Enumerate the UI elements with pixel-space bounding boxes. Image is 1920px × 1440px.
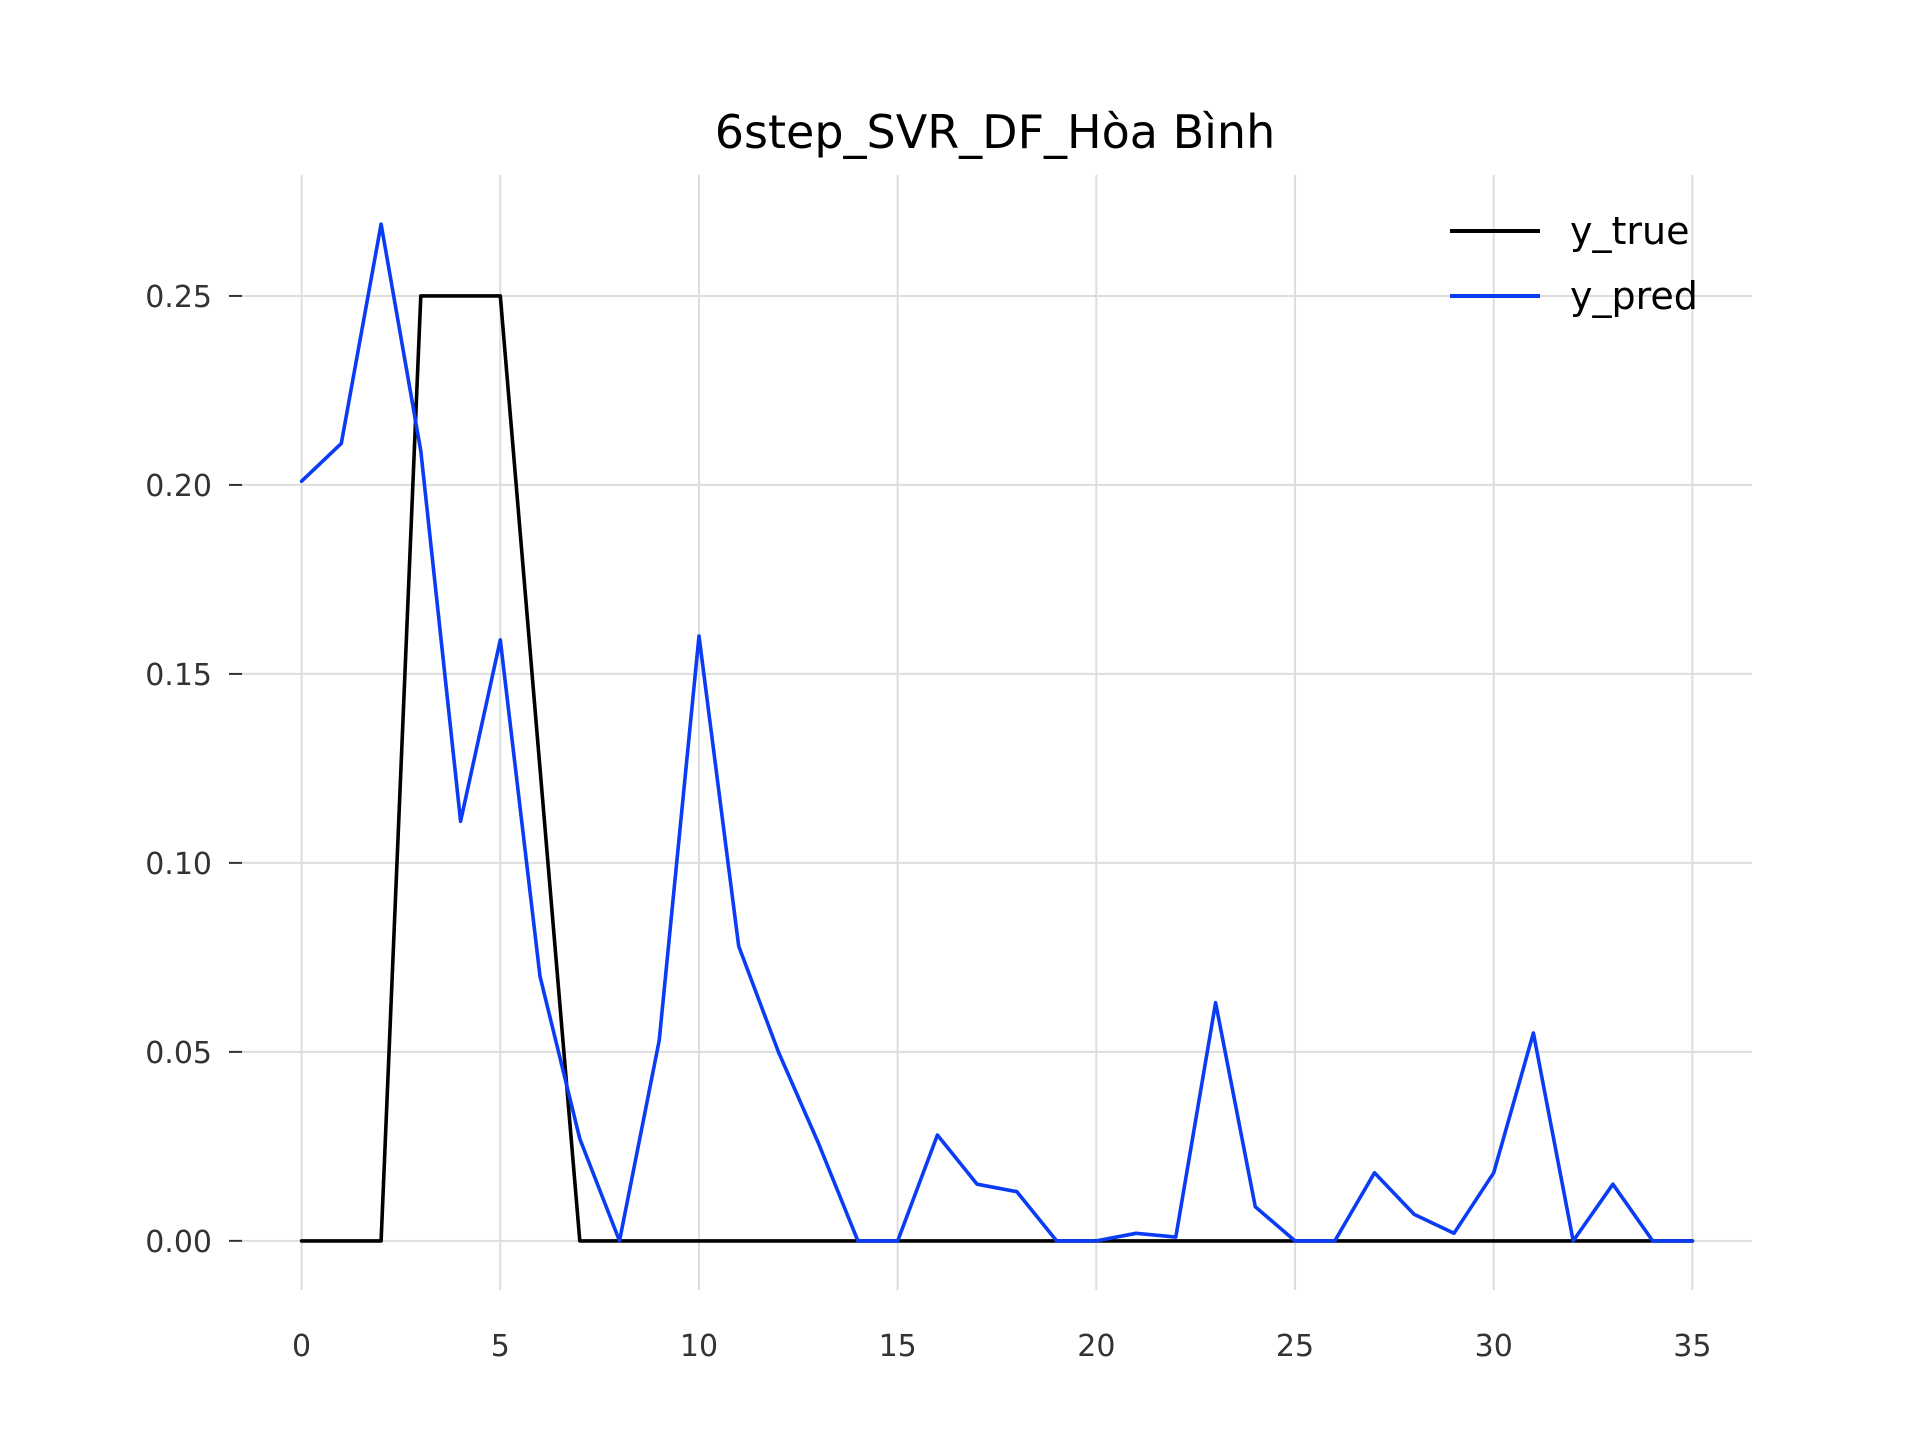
legend: y_true y_pred — [1450, 209, 1698, 318]
x-tick-label: 0 — [292, 1329, 311, 1364]
y-tick-label: 0.05 — [145, 1036, 212, 1071]
chart-title: 6step_SVR_DF_Hòa Bình — [715, 105, 1275, 159]
x-tick-label: 30 — [1475, 1329, 1513, 1364]
y-tick-label: 0.00 — [145, 1225, 212, 1260]
series-line-y-pred — [299, 222, 1695, 1243]
grid-lines — [242, 175, 1752, 1290]
x-tick-label: 35 — [1673, 1329, 1711, 1364]
series-layer — [299, 222, 1695, 1243]
x-tick-label: 15 — [879, 1329, 917, 1364]
y-tick-label: 0.20 — [145, 469, 212, 504]
legend-label-y-true: y_true — [1570, 209, 1689, 253]
x-axis: 0 5 10 15 20 25 30 35 — [292, 1329, 1711, 1364]
x-tick-label: 20 — [1077, 1329, 1115, 1364]
y-tick-label: 0.10 — [145, 847, 212, 882]
x-tick-label: 25 — [1276, 1329, 1314, 1364]
y-tick-label: 0.25 — [145, 280, 212, 315]
x-tick-label: 10 — [680, 1329, 718, 1364]
series-line-y-true — [299, 294, 1695, 1243]
y-tick-label: 0.15 — [145, 658, 212, 693]
legend-label-y-pred: y_pred — [1570, 274, 1698, 318]
x-tick-label: 5 — [491, 1329, 510, 1364]
y-axis: 0.00 0.05 0.10 0.15 0.20 0.25 — [145, 280, 242, 1260]
